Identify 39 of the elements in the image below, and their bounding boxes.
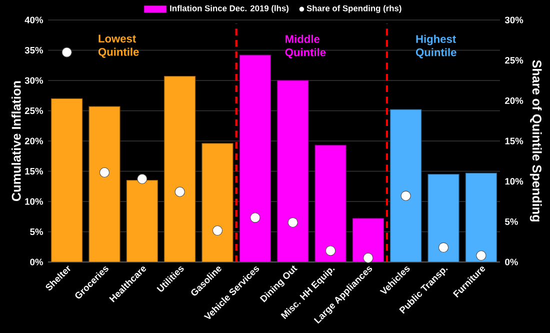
y2-tick-label: 5% bbox=[505, 218, 518, 225]
y-tick-label: 10% bbox=[25, 198, 44, 205]
point bbox=[137, 174, 148, 184]
point bbox=[438, 242, 449, 253]
legend-label: Inflation Since Dec. 2019 (lhs) bbox=[170, 5, 288, 13]
y2-tick-label: 20% bbox=[505, 97, 524, 104]
y2-tick-label: 30% bbox=[504, 16, 524, 24]
point bbox=[250, 212, 260, 223]
point bbox=[325, 246, 336, 256]
point bbox=[62, 47, 72, 58]
bar bbox=[51, 98, 83, 262]
annotation: Highest Quintile bbox=[416, 34, 456, 58]
y-tick-label: 15% bbox=[25, 168, 44, 175]
y2-axis-title: Share of Quintile Spending bbox=[530, 60, 542, 222]
y2-tick-label: 15% bbox=[505, 138, 524, 144]
point bbox=[212, 225, 223, 236]
y-tick-label: 35% bbox=[24, 46, 44, 54]
y2-tick-label: 10% bbox=[505, 178, 524, 185]
bar bbox=[88, 106, 120, 262]
bar bbox=[465, 172, 497, 262]
legend-label: Share of Spending (rhs) bbox=[306, 5, 402, 13]
y-tick-label: 30% bbox=[24, 77, 44, 84]
y-tick-label: 5% bbox=[30, 228, 44, 236]
y-tick-label: 40% bbox=[24, 16, 44, 24]
bar bbox=[314, 144, 346, 262]
y2-tick-label: 0% bbox=[505, 258, 518, 266]
y2-tick-label: 25% bbox=[505, 57, 524, 64]
point bbox=[400, 190, 411, 201]
point bbox=[363, 252, 374, 264]
annotation: Middle Quintile bbox=[285, 34, 326, 58]
annotation: Lowest Quintile bbox=[98, 34, 139, 58]
y-tick-label: 0% bbox=[30, 258, 44, 266]
point bbox=[288, 217, 298, 228]
y-axis-title: Cumulative Inflation bbox=[11, 81, 21, 202]
point bbox=[476, 250, 486, 261]
point bbox=[99, 167, 110, 178]
point bbox=[174, 186, 185, 197]
y-tick-label: 25% bbox=[24, 107, 44, 114]
y-tick-label: 20% bbox=[24, 138, 44, 144]
